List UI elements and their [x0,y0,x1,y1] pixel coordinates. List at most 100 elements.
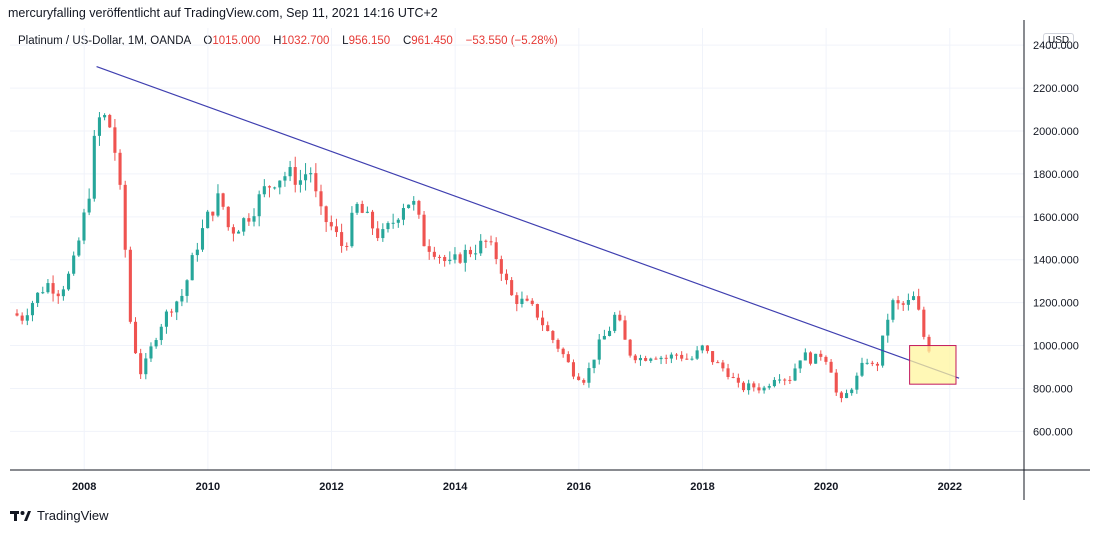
candle-body [798,360,802,369]
candle-body [917,296,921,310]
candle-body [597,339,601,360]
candle-body [535,304,539,318]
candle-body [108,115,112,128]
candle-body [602,335,606,340]
y-tick-label: 1600.000 [1033,212,1079,224]
candle-body [561,348,565,355]
candle-body [200,228,205,250]
candle-body [741,382,746,391]
candle-body [226,206,230,228]
candle-body [767,386,771,388]
symbol-name[interactable]: Platinum / US-Dollar, 1M, OANDA [18,35,191,47]
y-tick-label: 1800.000 [1033,169,1079,181]
candle-body [623,320,627,340]
candle-body [845,393,849,399]
candle-body [283,176,287,181]
axes: 600.000 800.000 1000.000 1200.000 1400.000 16… [10,20,1090,500]
candle-body [530,300,534,305]
candle-body [731,376,735,378]
candle-body [850,389,854,394]
candle-body [242,218,246,232]
candle-body [582,380,586,383]
tradingview-logo-icon [10,510,31,521]
candle-body [860,362,864,376]
candle-body [113,127,117,153]
candle-body [525,298,529,301]
candle-body [128,249,132,322]
candle-body [237,231,241,234]
candle-body [510,280,514,296]
x-tick-label: 2018 [690,481,714,493]
candle-body [788,379,792,381]
candle-body [391,222,395,224]
candle-body [546,325,550,332]
candle-body [319,191,323,207]
candle-body [700,345,704,351]
x-tick-label: 2020 [814,481,838,493]
candle-body [206,211,210,229]
footer-brand[interactable]: TradingView [37,508,109,523]
candle-body [515,295,519,304]
candle-body [376,228,380,239]
candle-body [154,340,158,347]
candle-body [541,317,545,326]
candle-body [123,184,127,250]
candle-body [669,354,673,359]
candle-body [577,376,581,381]
candle-body [633,355,637,361]
candle-body [355,203,359,213]
candle-body [628,339,632,356]
high-value: 1032.700 [281,35,330,47]
candle-body [592,359,596,369]
y-tick-label: 1200.000 [1033,298,1079,310]
candle-body [607,330,612,336]
candle-body [814,353,818,364]
candle-body [870,362,874,364]
candle-body [216,193,220,216]
candle-body [824,356,828,362]
candle-body [170,311,174,313]
candle-body [865,362,869,364]
candle-body [370,211,375,229]
open-value: 1015.000 [212,35,261,47]
candle-body [175,301,179,313]
candle-body [87,198,91,213]
drawings [96,66,960,385]
candle-body [747,383,751,391]
candle-body [365,211,369,213]
candle-body [504,273,509,281]
candle-body [36,292,40,304]
candle-body [613,314,617,331]
candle-body [685,358,689,360]
candle-body [752,383,756,388]
candle-body [257,194,261,217]
candle-body [309,173,313,175]
candle-body [432,251,436,257]
candle-body [711,351,715,363]
candle-body [906,299,910,305]
highlight-box [909,345,957,385]
candle-body [437,256,442,258]
candle-body [298,180,302,185]
candle-body [149,346,153,359]
candle-body [401,208,405,220]
candle-body [190,255,194,281]
candle-body [587,368,591,383]
x-tick-label: 2022 [938,481,962,493]
candle-body [484,240,488,242]
candle-body [551,331,555,340]
candle-body [66,273,71,290]
x-tick-label: 2012 [319,481,343,493]
currency-badge[interactable]: USD [1043,33,1075,48]
candle-body [61,289,65,297]
publication-header: mercuryfalling veröffentlicht auf Tradin… [8,6,438,20]
candle-body [103,115,107,118]
candle-body [278,180,282,188]
candle-body [690,358,694,360]
candle-body [41,292,45,294]
candle-body [72,255,76,274]
candle-body [334,226,339,233]
candle-body [695,350,699,359]
x-tick-label: 2008 [72,481,96,493]
